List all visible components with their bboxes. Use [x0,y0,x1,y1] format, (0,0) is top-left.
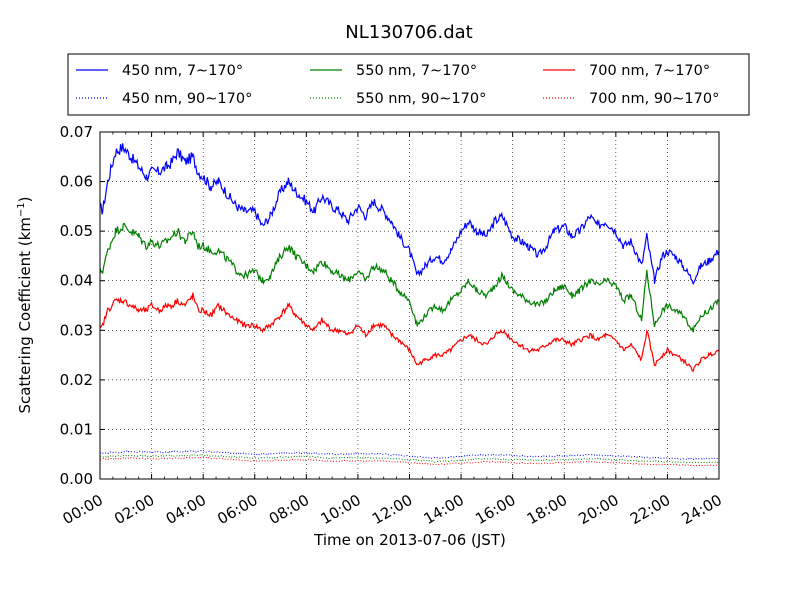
legend-frame [67,53,750,116]
legend-label: 450 nm, 90∼170° [122,91,252,107]
y-axis-label-tail: ) [16,196,34,202]
legend-entry-450-nm-90-170: 450 nm, 90∼170° [76,91,252,107]
y-tick-label: 0.03 [60,321,93,339]
y-tick-label: 0.02 [60,371,93,389]
series-line-550-nm-7-170 [99,222,720,333]
legend-label: 550 nm, 7∼170° [356,63,477,79]
legend-label: 700 nm, 90∼170° [589,91,719,107]
y-tick-label: 0.04 [60,272,93,290]
y-axis-label-sup: −1 [16,202,27,217]
legend-label: 450 nm, 7∼170° [122,63,243,79]
legend-entry-700-nm-7-170: 700 nm, 7∼170° [543,63,710,79]
y-tick-label: 0.07 [60,123,93,141]
ticks [99,131,720,480]
legend-entry-450-nm-7-170: 450 nm, 7∼170° [76,63,243,79]
series-line-700-nm-7-170 [99,292,720,373]
legend-label: 550 nm, 90∼170° [356,91,486,107]
legend-entry-700-nm-90-170: 700 nm, 90∼170° [543,91,719,107]
series-line-450-nm-90-170 [99,449,720,461]
y-tick-label: 0.01 [60,420,93,438]
y-tick-label: 0.06 [60,173,93,191]
legend-entry-550-nm-7-170: 550 nm, 7∼170° [310,63,477,79]
y-tick-labels: 0.00 0.01 0.02 0.03 0.04 0.05 0.06 0.07 [60,123,93,488]
y-tick-label: 0.05 [60,222,93,240]
x-axis-label: Time on 2013-07-06 (JST) [313,531,506,549]
legend: 450 nm, 7∼170° 550 nm, 7∼170° 700 nm, 7∼17… [67,53,750,116]
y-tick-label: 0.00 [60,470,93,488]
y-axis-label-main: Scattering Coefficient (km [16,217,34,413]
legend-label: 700 nm, 7∼170° [589,63,710,79]
y-axis-label: Scattering Coefficient (km−1) [16,196,34,413]
series-line-700-nm-90-170 [100,456,720,467]
chart-title: NL130706.dat [345,22,472,43]
series-group [99,143,720,467]
series-line-450-nm-7-170 [99,143,720,286]
legend-entry-550-nm-90-170: 550 nm, 90∼170° [310,91,486,107]
